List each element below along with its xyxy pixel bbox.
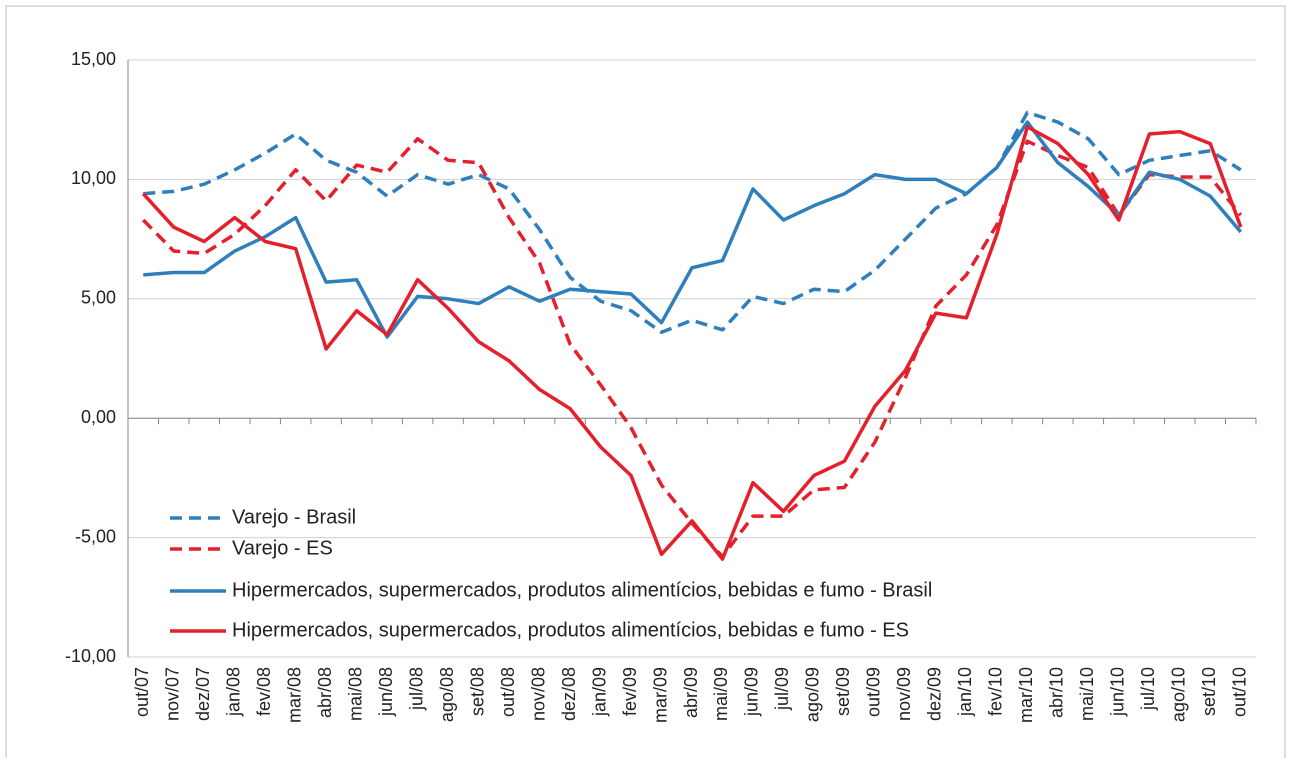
x-tick-label: out/10 <box>1230 667 1250 717</box>
x-tick-label: jul/09 <box>772 667 792 711</box>
x-tick-label: mar/09 <box>650 667 670 723</box>
x-tick-label: nov/07 <box>162 667 182 721</box>
chart-frame <box>5 5 1286 763</box>
legend-label: Varejo - Brasil <box>232 506 356 528</box>
x-tick-label: mai/09 <box>711 667 731 721</box>
legend-label: Hipermercados, supermercados, produtos a… <box>232 579 932 601</box>
x-tick-label: set/10 <box>1199 667 1219 716</box>
x-tick-label: jan/10 <box>955 667 975 717</box>
x-tick-label: dez/08 <box>559 667 579 721</box>
x-tick-label: abr/09 <box>681 667 701 718</box>
legend-label: Hipermercados, supermercados, produtos a… <box>232 619 909 641</box>
y-tick-label: 15,00 <box>71 49 116 69</box>
x-tick-label: jul/10 <box>1138 667 1158 711</box>
x-tick-label: mar/08 <box>284 667 304 723</box>
y-tick-label: 10,00 <box>71 168 116 188</box>
x-tick-label: set/09 <box>833 667 853 716</box>
x-tick-label: ago/08 <box>437 667 457 722</box>
x-tick-label: ago/10 <box>1169 667 1189 722</box>
series-line <box>143 120 1243 339</box>
y-tick-label: 5,00 <box>81 288 116 308</box>
legend-label: Varejo - ES <box>232 537 333 559</box>
x-tick-label: jun/08 <box>376 667 396 717</box>
x-tick-label: out/07 <box>132 667 152 717</box>
x-tick-label: dez/07 <box>193 667 213 721</box>
x-tick-label: abr/10 <box>1047 667 1067 718</box>
y-tick-label: -5,00 <box>75 526 116 546</box>
x-tick-label: mai/10 <box>1077 667 1097 721</box>
x-tick-label: fev/10 <box>986 667 1006 716</box>
x-tick-label: mar/10 <box>1016 667 1036 723</box>
x-tick-label: ago/09 <box>803 667 823 722</box>
x-tick-label: out/09 <box>864 667 884 717</box>
x-tick-label: nov/08 <box>528 667 548 721</box>
x-tick-label: out/08 <box>498 667 518 717</box>
x-tick-label: jun/09 <box>742 667 762 717</box>
x-tick-label: fev/08 <box>254 667 274 716</box>
x-tick-label: abr/08 <box>315 667 335 718</box>
x-tick-label: fev/09 <box>620 667 640 716</box>
x-tick-label: set/08 <box>467 667 487 716</box>
x-tick-label: jul/08 <box>406 667 426 711</box>
x-tick-label: jan/09 <box>589 667 609 717</box>
series-line <box>141 125 1243 561</box>
x-tick-label: mai/08 <box>345 667 365 721</box>
x-tick-label: jun/10 <box>1108 667 1128 717</box>
x-tick-label: jan/08 <box>223 667 243 717</box>
x-tick-label: dez/09 <box>925 667 945 721</box>
y-tick-label: -10,00 <box>65 646 116 666</box>
series-line <box>143 110 1242 334</box>
x-tick-label: nov/09 <box>894 667 914 721</box>
y-tick-label: 0,00 <box>81 407 116 427</box>
